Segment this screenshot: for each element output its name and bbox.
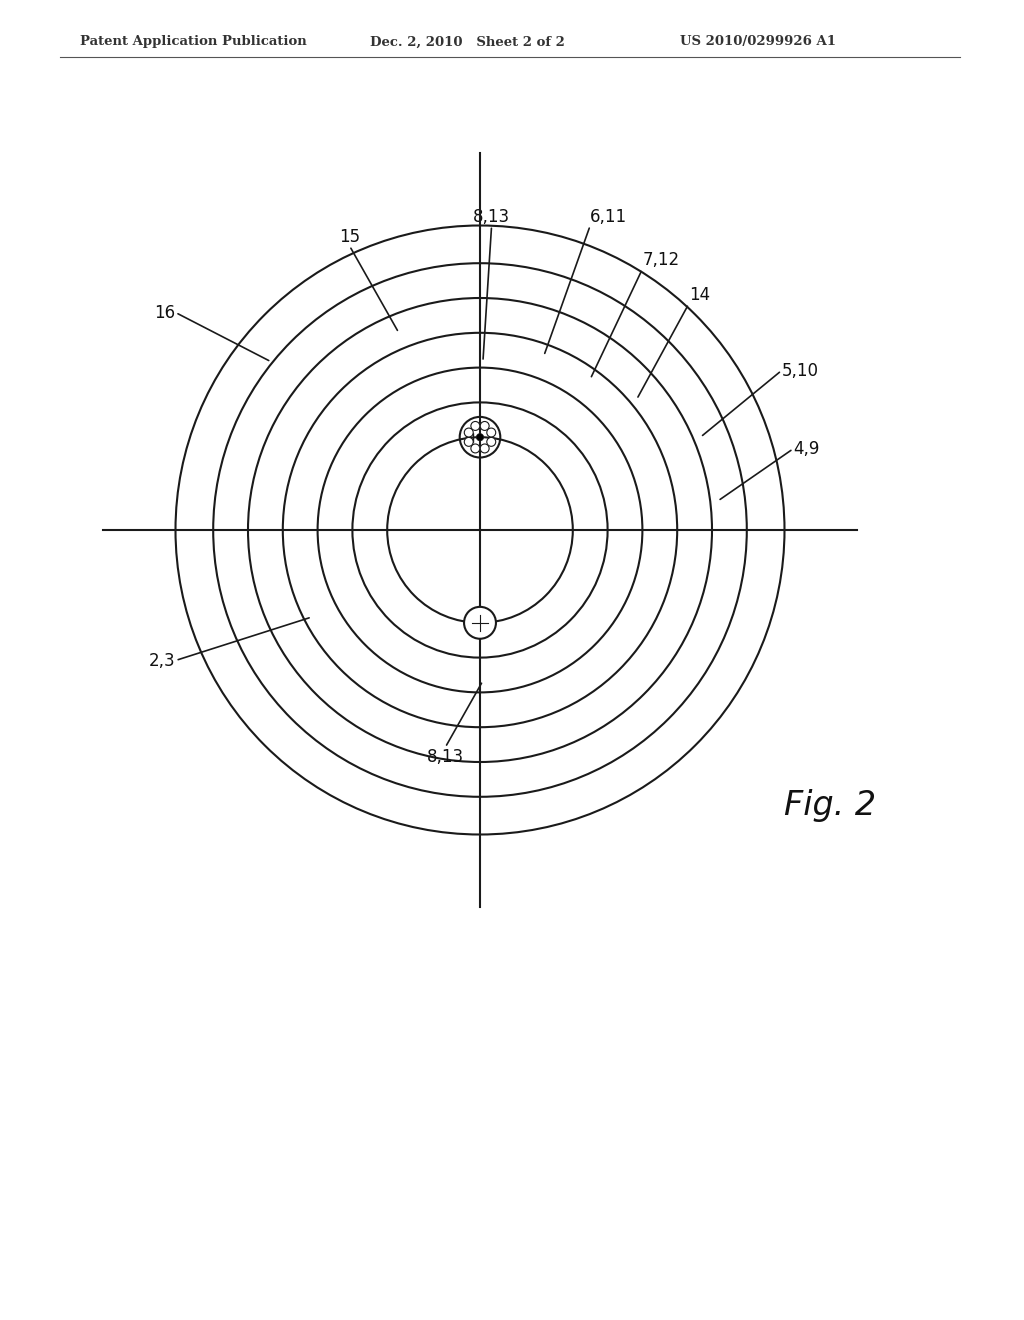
Text: US 2010/0299926 A1: US 2010/0299926 A1 <box>680 36 836 49</box>
Text: 7,12: 7,12 <box>642 251 680 269</box>
Circle shape <box>480 421 489 430</box>
Circle shape <box>476 433 483 441</box>
Text: 6,11: 6,11 <box>590 207 628 226</box>
Circle shape <box>480 444 489 453</box>
Circle shape <box>486 437 496 446</box>
Circle shape <box>464 437 473 446</box>
Circle shape <box>471 444 480 453</box>
Text: 8,13: 8,13 <box>473 207 510 226</box>
Bar <box>466 433 473 442</box>
Text: Patent Application Publication: Patent Application Publication <box>80 36 307 49</box>
Text: Dec. 2, 2010   Sheet 2 of 2: Dec. 2, 2010 Sheet 2 of 2 <box>370 36 565 49</box>
Text: 8,13: 8,13 <box>427 747 464 766</box>
Circle shape <box>471 421 480 430</box>
Text: 4,9: 4,9 <box>794 440 819 458</box>
Circle shape <box>464 607 496 639</box>
Text: 16: 16 <box>155 304 175 322</box>
Circle shape <box>464 428 473 437</box>
Text: Fig. 2: Fig. 2 <box>784 789 877 822</box>
Text: 14: 14 <box>689 286 710 304</box>
Text: 15: 15 <box>339 228 360 246</box>
Text: 5,10: 5,10 <box>781 362 818 380</box>
Circle shape <box>486 428 496 437</box>
Text: 2,3: 2,3 <box>148 652 175 669</box>
